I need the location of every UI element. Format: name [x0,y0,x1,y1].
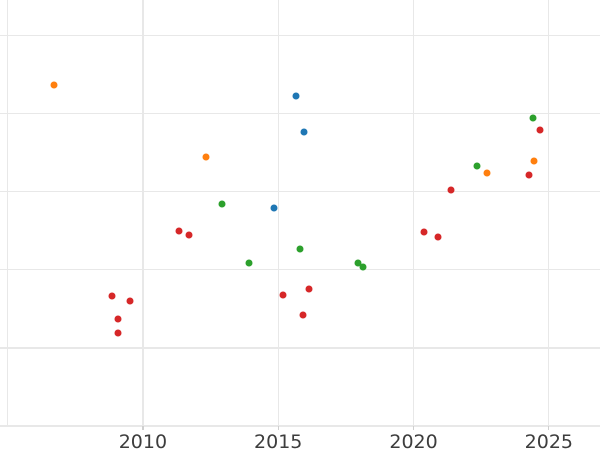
y-gridline [0,425,600,427]
x-tick-label: 2025 [524,431,574,450]
y-gridline [0,347,600,349]
x-gridline [142,0,144,426]
scatter-point-orange [202,153,210,161]
scatter-point-red [420,228,428,236]
scatter-point-red [114,315,122,323]
scatter-point-blue [270,204,278,212]
scatter-point-orange [50,81,58,89]
scatter-point-red [126,297,134,305]
x-tick-mark [548,426,550,430]
x-tick-label: 2015 [254,431,303,450]
scatter-point-red [305,285,313,293]
y-gridline [0,191,600,193]
scatter-point-red [114,329,122,337]
scatter-point-red [434,233,442,241]
scatter-point-green [359,263,367,271]
scatter-point-red [279,291,287,299]
x-gridline [548,0,550,426]
x-tick-mark [277,426,279,430]
x-tick-mark [412,426,415,430]
x-gridline [277,0,279,426]
scatter-point-green [529,114,537,122]
y-gridline [0,112,600,115]
x-gridline [412,0,415,426]
scatter-point-blue [292,92,300,100]
x-tick-label: 2010 [118,431,168,450]
scatter-point-red [185,231,193,239]
y-gridline [0,34,600,37]
scatter-point-red [299,311,307,319]
scatter-point-red [175,227,183,235]
scatter-point-green [354,259,362,267]
scatter-point-blue [300,128,308,136]
scatter-point-green [473,162,481,170]
scatter-point-red [525,171,533,179]
x-tick-label: 2020 [389,431,438,450]
scatter-point-red [447,186,455,194]
scatter-point-red [536,126,544,134]
x-tick-mark [142,426,144,430]
scatter-point-green [218,200,226,208]
scatter-point-orange [483,169,491,177]
x-gridline [6,0,9,426]
y-gridline [0,269,600,271]
scatter-point-green [296,245,304,253]
scatter-point-green [245,259,253,267]
scatter-point-red [108,292,115,300]
scatter-point-orange [530,157,538,165]
